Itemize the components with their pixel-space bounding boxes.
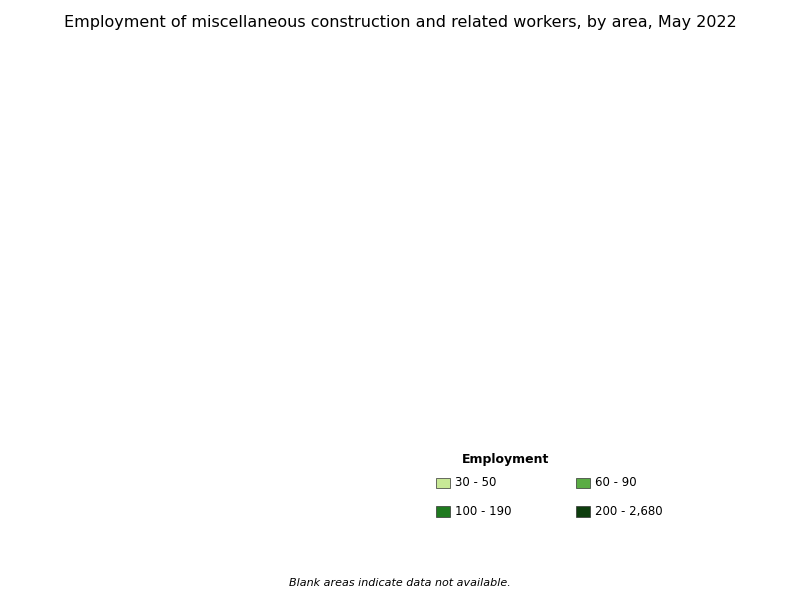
Text: 60 - 90: 60 - 90 xyxy=(595,476,637,490)
Text: 30 - 50: 30 - 50 xyxy=(455,476,497,490)
Text: Employment: Employment xyxy=(462,453,550,466)
Text: 100 - 190: 100 - 190 xyxy=(455,505,512,518)
Text: 200 - 2,680: 200 - 2,680 xyxy=(595,505,663,518)
Text: Blank areas indicate data not available.: Blank areas indicate data not available. xyxy=(289,578,511,588)
Text: Employment of miscellaneous construction and related workers, by area, May 2022: Employment of miscellaneous construction… xyxy=(64,15,736,30)
